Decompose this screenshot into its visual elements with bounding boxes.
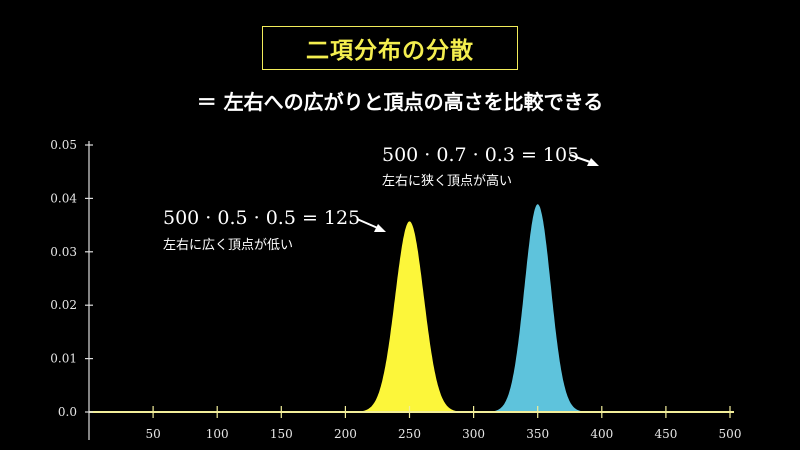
page-title: 二項分布の分散: [306, 38, 474, 64]
annotation-b-arrow-icon: [569, 154, 599, 166]
x-tick-label: 50: [145, 427, 160, 441]
x-tick-label: 350: [526, 427, 549, 441]
series-a-area: [337, 221, 482, 412]
x-ticks: 50 100 150 200 250 300 350 400 450 500: [145, 406, 741, 441]
y-tick-label: 0.0: [58, 405, 77, 419]
subtitle: ＝ 左右への広がりと頂点の高さを比較できる: [196, 90, 604, 114]
annotation-a-note: 左右に広く頂点が低い: [163, 238, 293, 253]
annotation-b-note: 左右に狭く頂点が高い: [382, 173, 512, 189]
y-ticks: 0.0 0.01 0.02 0.03 0.04 0.05: [50, 138, 93, 419]
x-tick-label: 150: [270, 427, 293, 441]
annotation-b-formula: 500 · 0.7 · 0.3 = 105: [382, 144, 579, 166]
title-box: 二項分布の分散: [262, 26, 518, 70]
annotation-a: 500 · 0.5 · 0.5 = 125 左右に広く頂点が低い: [163, 207, 386, 253]
x-tick-label: 300: [462, 427, 485, 441]
series-b-area: [472, 204, 604, 412]
y-tick-label: 0.01: [50, 352, 77, 366]
chart-axes: [88, 141, 734, 440]
x-tick-label: 250: [398, 427, 421, 441]
y-tick-label: 0.04: [50, 191, 77, 205]
annotation-a-arrow-icon: [356, 218, 386, 232]
x-tick-label: 450: [654, 427, 677, 441]
annotation-b: 500 · 0.7 · 0.3 = 105 左右に狭く頂点が高い: [382, 144, 599, 189]
y-tick-label: 0.05: [50, 138, 77, 152]
annotation-a-formula: 500 · 0.5 · 0.5 = 125: [163, 207, 360, 229]
x-tick-label: 500: [719, 427, 742, 441]
y-tick-label: 0.02: [50, 298, 77, 312]
x-tick-label: 100: [206, 427, 229, 441]
chart-areas: [337, 204, 604, 412]
x-tick-label: 200: [334, 427, 357, 441]
y-tick-label: 0.03: [50, 245, 77, 259]
x-tick-label: 400: [590, 427, 613, 441]
